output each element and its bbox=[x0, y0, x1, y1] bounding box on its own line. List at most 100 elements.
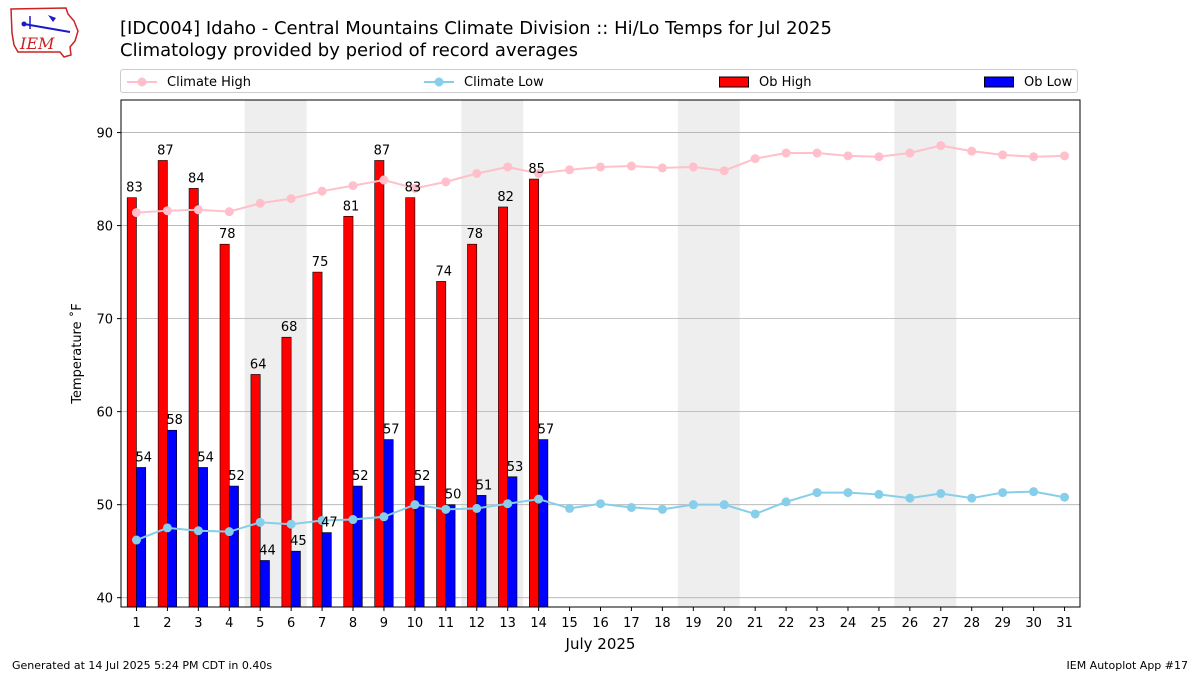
ob-high-label-1: 83 bbox=[126, 181, 143, 196]
y-gridlines bbox=[121, 132, 1080, 599]
climate-high-point-29 bbox=[998, 150, 1008, 160]
climate-low-point-29 bbox=[998, 488, 1008, 498]
ob-high-bar-14 bbox=[529, 178, 539, 608]
x-tick-label-31: 31 bbox=[1056, 616, 1073, 631]
climate-low-point-13 bbox=[503, 499, 513, 509]
climate-low-point-24 bbox=[843, 488, 853, 498]
climate-low-point-10 bbox=[410, 500, 420, 510]
ob-high-bar-5 bbox=[250, 374, 261, 608]
ob-low-label-13: 53 bbox=[507, 460, 524, 475]
climate-low-point-9 bbox=[379, 512, 389, 522]
y-tick-label-80: 80 bbox=[96, 220, 113, 235]
climate-high-point-31 bbox=[1060, 151, 1070, 161]
climate-low-point-31 bbox=[1060, 492, 1070, 502]
ob-low-bar-9 bbox=[383, 439, 394, 608]
ob-low-label-12: 51 bbox=[476, 478, 493, 493]
ob-high-bar-9 bbox=[374, 160, 385, 608]
x-tick-label-24: 24 bbox=[840, 616, 857, 631]
x-tick-label-25: 25 bbox=[871, 616, 888, 631]
climate-low-point-26 bbox=[905, 493, 915, 503]
ob-high-label-10: 83 bbox=[405, 181, 422, 196]
x-tick-label-14: 14 bbox=[530, 616, 547, 631]
ob-high-bar-4 bbox=[219, 243, 230, 608]
ob-high-bar-10 bbox=[405, 197, 416, 608]
climate-high-point-4 bbox=[224, 207, 234, 217]
climate-high-point-2 bbox=[162, 206, 172, 216]
ob-low-label-2: 58 bbox=[166, 413, 183, 428]
ob-high-label-11: 74 bbox=[436, 264, 453, 279]
climate-high-point-19 bbox=[688, 162, 698, 172]
climate-low-point-19 bbox=[688, 500, 698, 510]
legend-line-blue-icon bbox=[424, 77, 454, 87]
ob-low-bar-3 bbox=[198, 467, 208, 608]
legend-item-climate-low: Climate Low bbox=[424, 70, 544, 94]
climate-high-point-24 bbox=[843, 151, 853, 161]
climate-high-point-10 bbox=[410, 183, 420, 193]
x-tick-label-10: 10 bbox=[407, 616, 424, 631]
x-tick-label-29: 29 bbox=[994, 616, 1011, 631]
ob-low-label-3: 54 bbox=[197, 450, 214, 465]
y-tick-label-90: 90 bbox=[96, 127, 113, 142]
ob-high-bar-12 bbox=[467, 243, 478, 608]
ob-low-bar-2 bbox=[167, 429, 177, 608]
weekend-band-3 bbox=[894, 100, 957, 607]
iem-logo: IEM bbox=[10, 7, 79, 58]
climate-low-point-3 bbox=[193, 526, 203, 536]
legend: Climate High Climate Low Ob High Ob Low bbox=[120, 69, 1078, 93]
line-series bbox=[131, 141, 1070, 545]
legend-item-ob-low: Ob Low bbox=[984, 70, 1072, 94]
climate-high-point-12 bbox=[472, 168, 482, 178]
y-tick-label-40: 40 bbox=[96, 592, 113, 607]
ob-low-bar-4 bbox=[228, 485, 239, 608]
ob-high-label-3: 84 bbox=[188, 171, 205, 186]
climate-high-point-27 bbox=[936, 141, 946, 151]
ob-low-label-6: 45 bbox=[290, 534, 307, 549]
ob-high-label-6: 68 bbox=[281, 320, 298, 335]
x-tick-label-17: 17 bbox=[623, 616, 640, 631]
climate-low-point-11 bbox=[441, 504, 451, 514]
climate-high-point-26 bbox=[905, 148, 915, 158]
climate-high-point-18 bbox=[657, 163, 667, 173]
ob-high-label-12: 78 bbox=[466, 227, 483, 242]
climate-high-point-15 bbox=[565, 165, 575, 175]
ob-low-bar-7 bbox=[321, 532, 332, 608]
climate-high-point-14 bbox=[534, 168, 544, 178]
y-tick-label-50: 50 bbox=[96, 499, 113, 514]
x-tick-label-5: 5 bbox=[256, 616, 264, 631]
ob-high-bar-1 bbox=[126, 197, 137, 608]
x-tick-label-13: 13 bbox=[499, 616, 516, 631]
ob-low-bar-6 bbox=[290, 550, 301, 608]
climate-high-point-13 bbox=[503, 162, 513, 172]
climate-high-point-6 bbox=[286, 194, 296, 204]
ob-high-bar-11 bbox=[436, 281, 447, 608]
x-tick-label-20: 20 bbox=[716, 616, 733, 631]
x-tick-label-6: 6 bbox=[287, 616, 295, 631]
generated-timestamp: Generated at 14 Jul 2025 5:24 PM CDT in … bbox=[12, 659, 273, 672]
x-tick-label-18: 18 bbox=[654, 616, 671, 631]
climate-low-point-12 bbox=[472, 503, 482, 513]
climate-low-point-28 bbox=[967, 493, 977, 503]
ob-low-bar-14 bbox=[538, 439, 549, 608]
ob-high-label-14: 85 bbox=[528, 162, 545, 177]
climate-low-point-15 bbox=[565, 503, 575, 513]
ob-low-label-5: 44 bbox=[259, 543, 276, 558]
x-tick-label-15: 15 bbox=[561, 616, 578, 631]
climate-low-point-25 bbox=[874, 489, 884, 499]
x-tick-label-11: 11 bbox=[438, 616, 455, 631]
climate-low-point-23 bbox=[812, 488, 822, 498]
legend-item-ob-high: Ob High bbox=[719, 70, 812, 94]
ob-high-bar-7 bbox=[312, 271, 323, 608]
ob-high-label-5: 64 bbox=[250, 357, 267, 372]
climate-high-point-17 bbox=[626, 161, 636, 171]
x-tick-label-28: 28 bbox=[963, 616, 980, 631]
app-id: IEM Autoplot App #17 bbox=[1066, 659, 1189, 672]
ob-low-label-4: 52 bbox=[228, 469, 245, 484]
climate-high-point-3 bbox=[193, 205, 203, 215]
climate-low-point-8 bbox=[348, 515, 358, 525]
x-tick-label-1: 1 bbox=[132, 616, 140, 631]
ob-low-bar-8 bbox=[352, 485, 363, 608]
climate-low-point-7 bbox=[317, 515, 327, 525]
ob-low-label-9: 57 bbox=[383, 423, 400, 438]
climate-high-point-8 bbox=[348, 181, 358, 191]
